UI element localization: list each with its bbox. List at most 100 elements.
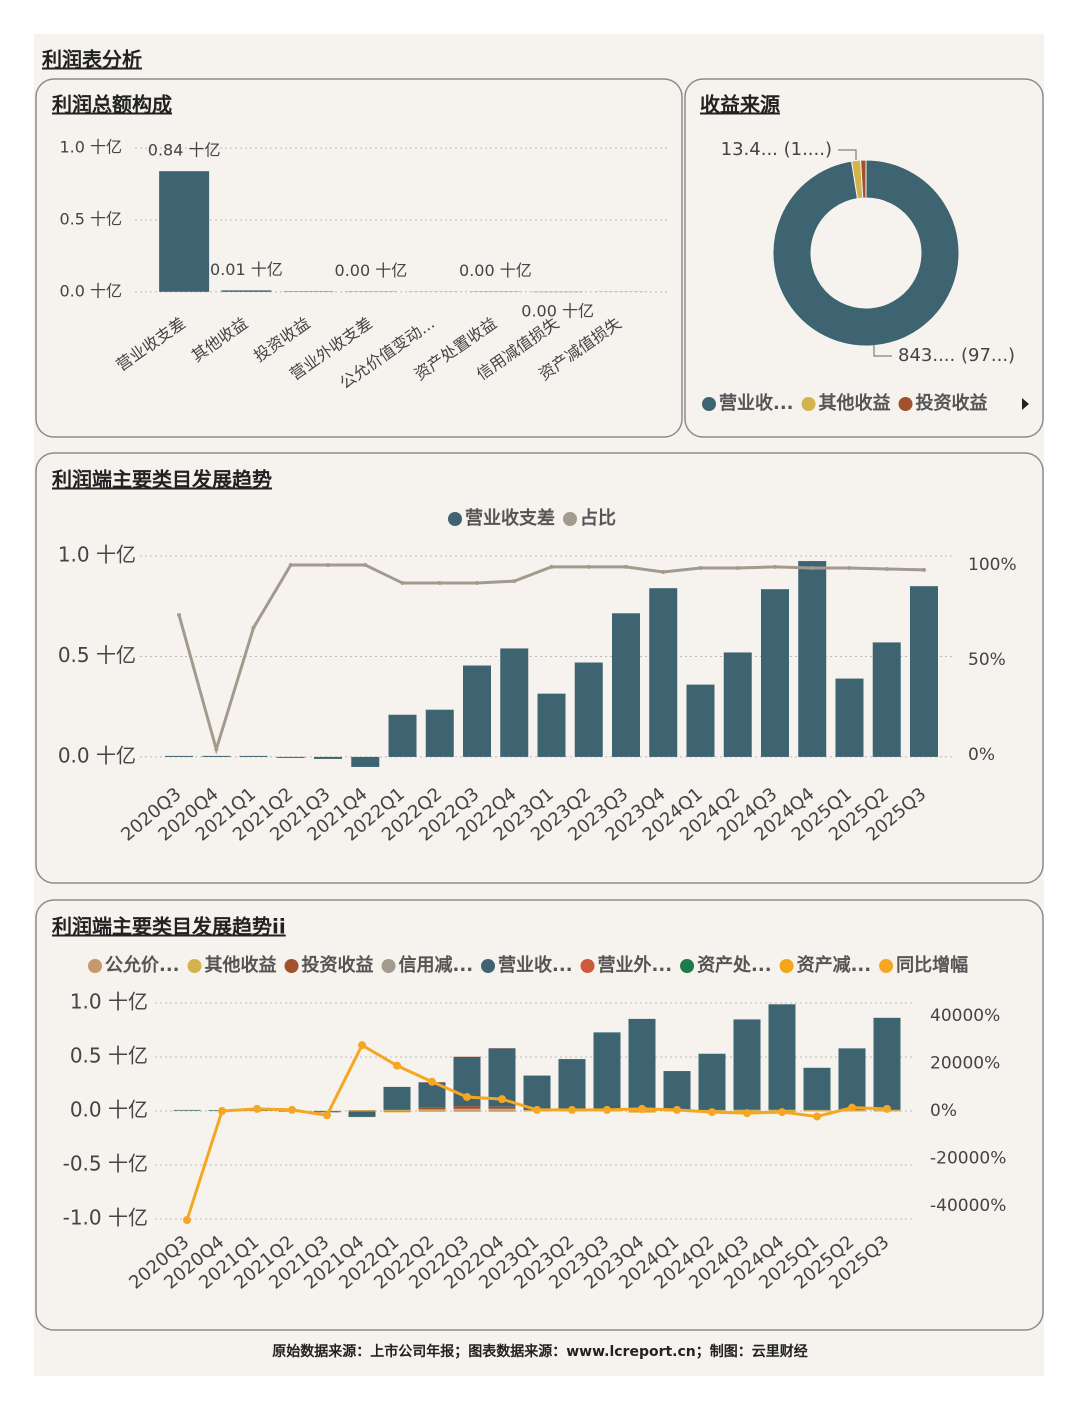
legend-marker <box>448 512 462 526</box>
y-tick-label: -1.0 十亿 <box>63 1206 148 1230</box>
line-point <box>393 1061 401 1070</box>
legend-marker <box>898 397 913 411</box>
data-label: 843.... (97...) <box>898 345 1015 366</box>
bar <box>488 1111 516 1112</box>
line-point <box>218 1107 226 1115</box>
bar <box>649 588 678 757</box>
bar <box>276 756 305 758</box>
y-tick-label: 100% <box>968 555 1017 575</box>
bar <box>383 1111 411 1113</box>
bar <box>593 1032 621 1110</box>
chart-title: 利润端主要类目发展趋势 <box>52 468 272 492</box>
line-point <box>778 1108 786 1117</box>
bar <box>165 755 194 757</box>
bar <box>453 1108 481 1110</box>
legend-marker <box>284 959 299 973</box>
line-point <box>475 581 480 586</box>
line-point <box>177 612 182 617</box>
legend-label: 资产处... <box>697 954 772 976</box>
line-point <box>708 1108 716 1117</box>
bar <box>523 1075 551 1110</box>
page-title: 利润表分析 <box>42 48 142 72</box>
legend-marker <box>680 959 695 973</box>
bar <box>628 1018 656 1110</box>
legend-marker <box>879 959 894 973</box>
line-point <box>400 581 405 586</box>
footer: 原始数据来源：上市公司年报；图表数据来源：www.lcreport.cn；制图：… <box>272 1343 808 1360</box>
bar <box>574 662 603 757</box>
bar <box>453 1106 481 1109</box>
line-point <box>288 1105 296 1114</box>
line-point <box>623 564 628 569</box>
bar <box>537 693 566 757</box>
bar <box>348 1111 376 1112</box>
bar <box>500 648 529 757</box>
panel <box>35 452 1044 884</box>
line-point <box>586 564 591 569</box>
bar <box>159 171 210 292</box>
bar <box>221 290 272 292</box>
line-point <box>884 566 889 571</box>
bar <box>768 1004 796 1110</box>
legend-label: 资产减... <box>797 954 872 976</box>
bar <box>558 1059 586 1110</box>
line-point <box>288 562 293 567</box>
legend-label: 营业外... <box>598 954 673 976</box>
bar <box>835 678 864 757</box>
legend-next-arrow[interactable] <box>1022 398 1029 410</box>
data-label: 0.01 十亿 <box>210 260 283 279</box>
bar <box>723 652 752 757</box>
bar <box>873 1017 901 1110</box>
y-tick-label: 0% <box>968 745 995 765</box>
panel <box>684 78 1044 438</box>
legend-label: 营业收... <box>719 392 794 414</box>
line-point <box>512 579 517 584</box>
y-tick-label: -40000% <box>930 1196 1006 1216</box>
legend-label: 公允价... <box>105 954 180 976</box>
bar <box>488 1106 516 1109</box>
leader-line <box>838 149 857 160</box>
bar <box>453 1111 481 1112</box>
y-tick-label: 50% <box>968 650 1006 670</box>
bar <box>838 1048 866 1110</box>
y-tick-label: 0.5 十亿 <box>58 643 136 667</box>
data-label: 13.4... (1....) <box>721 139 832 160</box>
bar <box>173 1110 201 1111</box>
y-tick-label: 1.0 十亿 <box>58 543 136 567</box>
legend-label: 占比 <box>580 507 616 529</box>
line-point <box>428 1077 436 1086</box>
bar <box>488 1108 516 1110</box>
legend-marker <box>702 397 716 411</box>
bar <box>418 1107 446 1110</box>
legend-marker <box>481 959 496 973</box>
line-point <box>813 1112 821 1121</box>
legend-label: 投资收益 <box>916 392 988 414</box>
line-point <box>772 564 777 569</box>
donut-slice <box>860 159 867 199</box>
legend-label: 投资收益 <box>302 954 374 976</box>
data-label: 0.00 十亿 <box>521 302 594 321</box>
y-tick-label: 0.0 十亿 <box>59 281 122 300</box>
bar <box>348 1110 376 1111</box>
legend-marker <box>580 959 595 973</box>
bar <box>314 756 343 759</box>
legend-label: 营业收... <box>498 954 573 976</box>
bar <box>733 1019 761 1110</box>
legend-marker <box>779 959 794 973</box>
line-point <box>568 1105 576 1114</box>
y-tick-label: -20000% <box>930 1149 1006 1169</box>
line-point <box>638 1104 646 1113</box>
line-point <box>810 566 815 571</box>
line-point <box>603 1105 611 1114</box>
bar <box>418 1110 446 1111</box>
line-point <box>437 581 442 586</box>
legend-label: 信用减... <box>399 954 474 976</box>
y-tick-label: 20000% <box>930 1053 1000 1073</box>
y-tick-label: 0.0 十亿 <box>70 1098 148 1122</box>
line-point <box>533 1105 541 1114</box>
legend-marker <box>381 959 396 973</box>
data-label: 0.84 十亿 <box>148 141 221 160</box>
y-tick-label: -0.5 十亿 <box>63 1152 148 1176</box>
line-point <box>549 564 554 569</box>
line-point <box>358 1041 366 1050</box>
